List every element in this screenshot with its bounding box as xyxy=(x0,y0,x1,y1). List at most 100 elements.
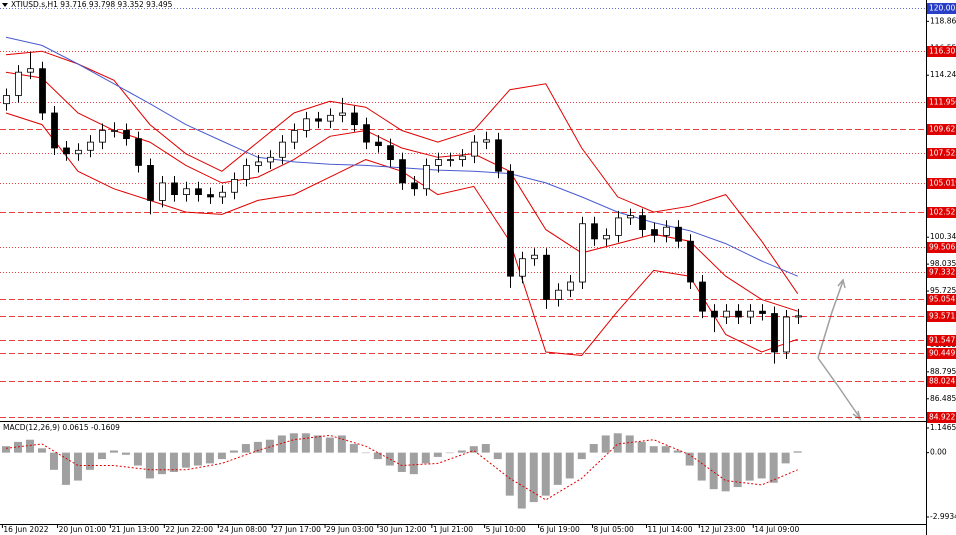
x-tick-label: 1 Jul 21:00 xyxy=(433,525,473,534)
candle-body xyxy=(3,95,10,105)
level-label: 93.571 xyxy=(929,312,955,321)
macd-bar xyxy=(481,444,490,453)
macd-bar xyxy=(625,435,634,453)
level-label: 116.301 xyxy=(929,47,956,56)
level-label: 99.506 xyxy=(929,243,955,252)
candle-body xyxy=(99,130,106,143)
level-label-bg xyxy=(927,335,956,346)
candle-body xyxy=(591,223,598,240)
level-label-bg xyxy=(927,412,956,423)
macd-bar xyxy=(289,433,298,453)
candle-body xyxy=(507,170,514,277)
x-tick-label: 14 Jul 09:00 xyxy=(754,525,799,534)
candle-body xyxy=(279,141,286,158)
level-label-bg xyxy=(927,124,956,135)
candle-body xyxy=(447,159,454,162)
candle-body xyxy=(459,155,466,161)
macd-bar xyxy=(121,452,130,455)
candle-body xyxy=(231,179,238,193)
x-tick-label: 22 Jun 22:00 xyxy=(165,525,213,534)
candle-body xyxy=(603,234,610,240)
level-label: 105.019 xyxy=(929,179,956,188)
candle-body xyxy=(435,159,442,166)
level-label-bg xyxy=(927,242,956,253)
y-tick-label: 86.485 xyxy=(930,394,956,403)
macd-bar xyxy=(229,450,238,453)
macd-bar xyxy=(613,433,622,453)
macd-signal xyxy=(5,434,798,501)
macd-bar xyxy=(193,452,202,466)
candle-body xyxy=(699,281,706,312)
level-label: 120.005 xyxy=(929,4,956,13)
candle-body xyxy=(771,313,778,353)
macd-bar xyxy=(385,452,394,466)
macd-bar xyxy=(445,452,454,454)
candle-body xyxy=(375,141,382,147)
macd-bar xyxy=(421,452,430,464)
candle-body xyxy=(555,289,562,300)
macd-bar xyxy=(745,452,754,481)
macd-bar xyxy=(649,446,658,453)
candle-body xyxy=(747,310,754,318)
candle-body xyxy=(351,112,358,126)
candle-body xyxy=(387,145,394,161)
macd-bar xyxy=(157,452,166,475)
level-label-bg xyxy=(927,3,956,14)
arrow-down xyxy=(817,357,861,419)
candle-body xyxy=(735,310,742,318)
candle-body xyxy=(315,118,322,122)
macd-bar xyxy=(73,452,82,481)
macd-bar xyxy=(697,452,706,481)
macd-bar xyxy=(325,437,334,453)
macd-bar xyxy=(505,452,514,496)
macd-bar xyxy=(493,452,502,460)
y-tick-label: 98.035 xyxy=(930,259,956,268)
macd-bar xyxy=(637,441,646,453)
level-label: 111.950 xyxy=(929,98,956,107)
chart-title: XTIUSD.s,H1 93.716 93.798 93.352 93.495 xyxy=(11,0,173,9)
macd-bar xyxy=(361,452,370,454)
macd-bar xyxy=(313,435,322,453)
level-label-bg xyxy=(927,348,956,359)
level-label: 107.525 xyxy=(929,149,956,158)
macd-bar xyxy=(181,452,190,468)
y-tick-label: 100.345 xyxy=(930,232,956,241)
macd-bar xyxy=(793,451,802,453)
candle-body xyxy=(27,68,34,73)
x-tick-label: 29 Jun 03:00 xyxy=(326,525,374,534)
macd-bar xyxy=(397,452,406,472)
candle-body xyxy=(615,217,622,236)
candle-body xyxy=(51,112,58,149)
candle-body xyxy=(759,310,766,314)
candle-body xyxy=(627,215,634,219)
macd-bar xyxy=(241,444,250,453)
macd-bar xyxy=(205,452,214,464)
macd-bar xyxy=(565,452,574,479)
x-tick-label: 6 Jul 19:00 xyxy=(540,525,580,534)
level-label: 97.332 xyxy=(929,268,955,277)
macd-y-tick-label: -2.9934 xyxy=(930,512,956,521)
macd-bar xyxy=(709,452,718,490)
candle-body xyxy=(171,182,178,195)
level-label: 95.054 xyxy=(929,295,955,304)
candle-body xyxy=(207,194,214,198)
candle-body xyxy=(723,310,730,318)
candle-body xyxy=(63,147,70,155)
macd-bar xyxy=(781,452,790,464)
candle-body xyxy=(483,139,490,143)
candle-body xyxy=(795,315,802,318)
candle-body xyxy=(339,112,346,116)
y-tick-label: 114.240 xyxy=(930,70,956,79)
level-label-bg xyxy=(927,148,956,159)
macd-bar xyxy=(265,439,274,453)
candle-body xyxy=(243,165,250,180)
candle-body xyxy=(363,124,370,143)
candle-body xyxy=(183,188,190,195)
candle-body xyxy=(219,191,226,198)
macd-bar xyxy=(721,452,730,492)
candle-body xyxy=(639,215,646,230)
macd-bar xyxy=(25,439,34,453)
level-label-bg xyxy=(927,207,956,218)
y-tick-label: 118.860 xyxy=(930,16,956,25)
macd-bar xyxy=(301,433,310,453)
